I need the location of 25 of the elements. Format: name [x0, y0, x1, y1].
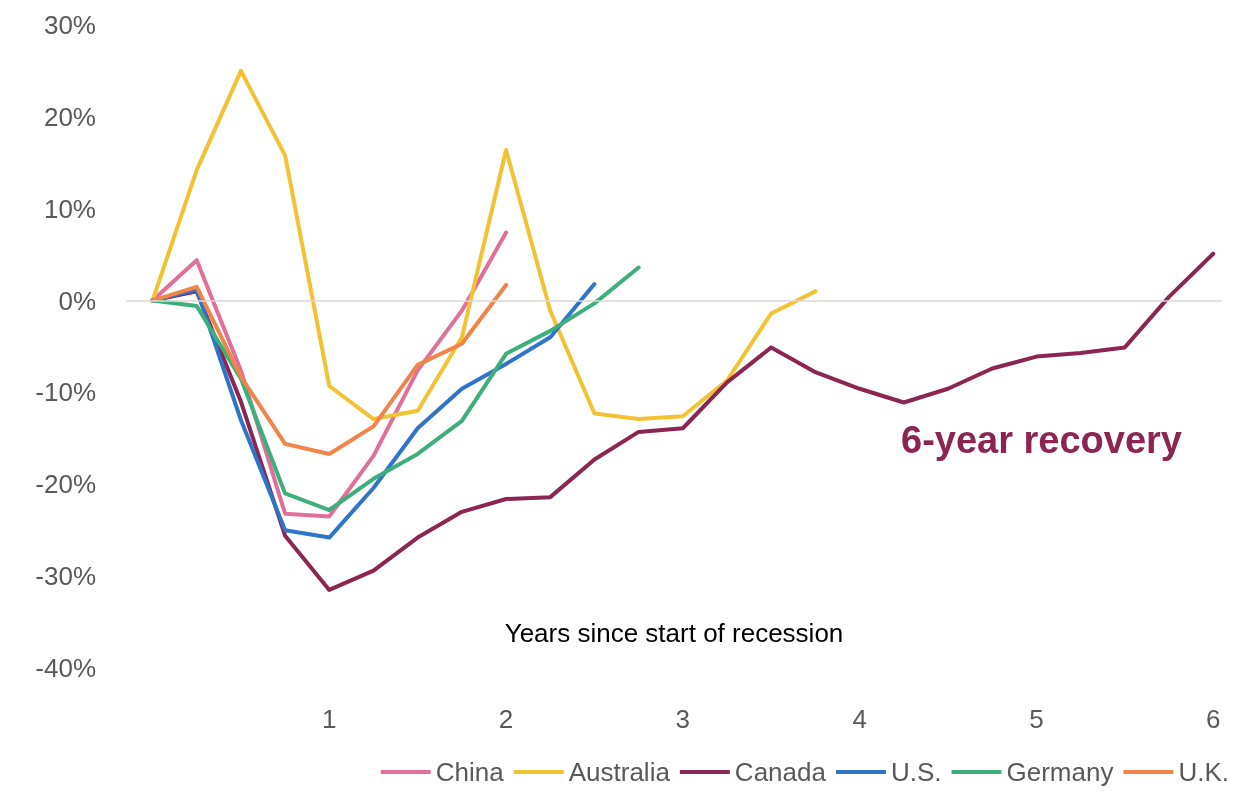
legend-label: Australia: [568, 757, 671, 787]
line-series: [150, 265, 641, 513]
legend-label: U.S.: [890, 757, 942, 787]
x-axis-title: Years since start of recession: [504, 618, 844, 648]
x-tick-label: 4: [852, 704, 867, 734]
x-tick-label: 2: [498, 704, 514, 734]
y-tick-label: -10%: [35, 377, 96, 408]
line-series: [150, 282, 509, 456]
y-tick-label: 20%: [43, 101, 96, 132]
legend-label: Germany: [1006, 757, 1114, 787]
legend-label: U.K.: [1178, 757, 1230, 787]
x-tick-label: 3: [675, 704, 691, 734]
y-tick-label: 30%: [43, 10, 96, 40]
y-tick-label: 10%: [43, 193, 96, 224]
y-tick-label: -20%: [35, 469, 96, 500]
y-tick-label: 0%: [58, 285, 96, 316]
y-tick-label: -30%: [35, 561, 96, 592]
y-tick-label: -40%: [35, 653, 96, 683]
line-series: [150, 68, 818, 422]
x-tick-label: 1: [322, 704, 337, 734]
x-tick-label: 6: [1205, 704, 1221, 734]
annotation: 6-year recovery: [901, 419, 1183, 461]
x-tick-label: 5: [1029, 704, 1044, 734]
legend-label: Canada: [734, 757, 827, 787]
legend-label: China: [435, 757, 505, 787]
